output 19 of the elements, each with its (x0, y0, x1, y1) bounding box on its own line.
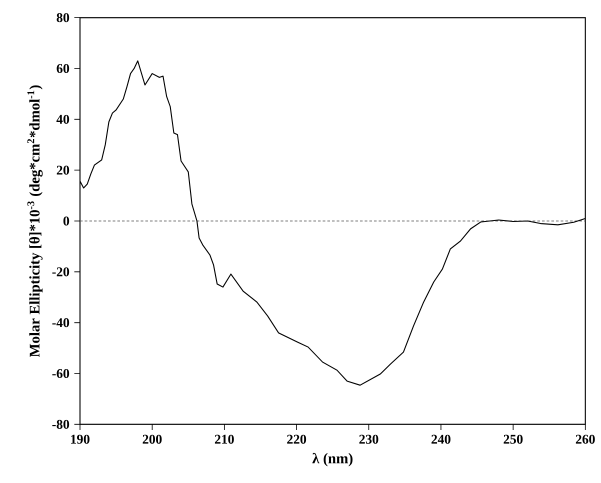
y-tick-label: 40 (56, 114, 70, 124)
x-tick-label: 240 (432, 434, 450, 444)
y-tick-label: -60 (52, 369, 70, 378)
x-tick-label: 220 (287, 434, 306, 444)
x-tick-label: 200 (142, 434, 162, 444)
y-axis-title: Molar Ellipticity [θ]*10$^{-3}$ (deg*cm$^{2}$*dmol$^{-1}$) (27, 85, 43, 358)
x-tick-label: 250 (504, 434, 523, 444)
x-tick-label: 210 (214, 434, 234, 444)
y-tick-label: 80 (56, 13, 70, 22)
y-tick-label: 60 (56, 64, 70, 73)
y-tick-label: -80 (52, 420, 70, 429)
y-tick-label: 0 (63, 216, 70, 226)
y-tick-label: 20 (56, 166, 70, 175)
x-tick-label: 230 (359, 434, 378, 444)
y-tick-label: -40 (52, 318, 70, 328)
x-tick-label: 190 (71, 434, 90, 444)
x-axis-title: λ (nm) (312, 452, 353, 466)
y-tick-label: -20 (52, 267, 70, 276)
x-tick-label: 260 (576, 434, 595, 444)
